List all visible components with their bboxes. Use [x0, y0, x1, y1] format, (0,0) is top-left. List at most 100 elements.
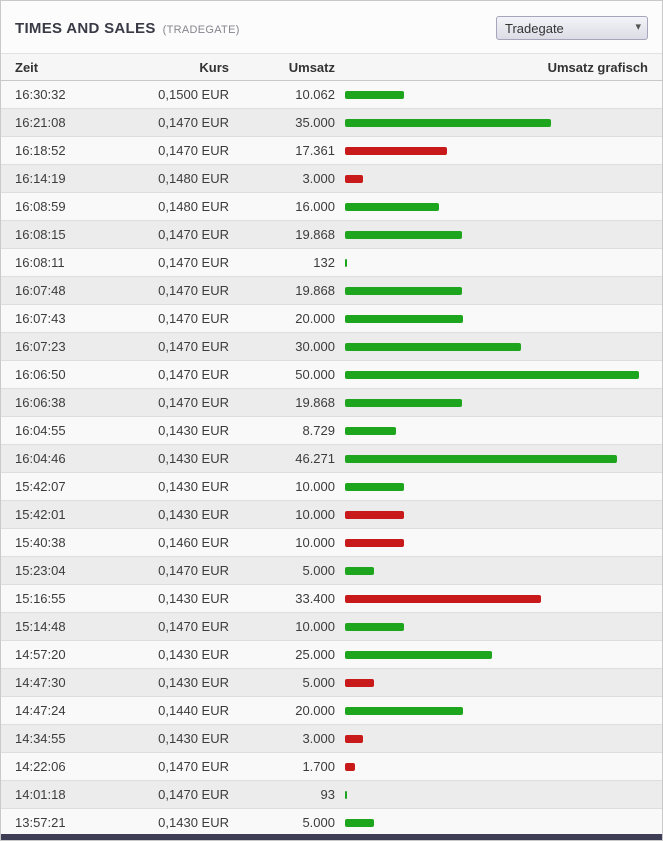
- volume-cell: 1.700: [302, 759, 335, 774]
- volume-bar-cell: [335, 566, 648, 575]
- time-cell: 16:08:15: [15, 227, 66, 242]
- volume-bar-cell: [335, 426, 648, 435]
- exchange-select[interactable]: Tradegate: [496, 16, 648, 40]
- time-cell: 16:07:23: [15, 339, 66, 354]
- time-cell: 14:57:20: [15, 647, 66, 662]
- volume-cell: 10.000: [295, 507, 335, 522]
- volume-cell: 5.000: [302, 563, 335, 578]
- price-cell: 0,1470 EUR: [158, 619, 229, 634]
- price-cell: 0,1430 EUR: [158, 423, 229, 438]
- volume-bar: [345, 594, 541, 603]
- column-header-kurs: Kurs: [199, 59, 229, 75]
- volume-bar: [345, 678, 374, 687]
- volume-bar-cell: [335, 398, 648, 407]
- price-cell: 0,1440 EUR: [158, 703, 229, 718]
- volume-cell: 93: [320, 787, 335, 802]
- price-cell: 0,1430 EUR: [158, 731, 229, 746]
- time-cell: 16:06:50: [15, 367, 66, 382]
- table-row: 14:22:06 0,1470 EUR 1.700: [1, 753, 662, 781]
- volume-bar: [345, 342, 521, 351]
- volume-cell: 3.000: [302, 171, 335, 186]
- volume-cell: 5.000: [302, 675, 335, 690]
- volume-bar-cell: [335, 762, 648, 771]
- table-row: 14:01:18 0,1470 EUR 93: [1, 781, 662, 809]
- volume-cell: 10.000: [295, 535, 335, 550]
- time-cell: 16:08:11: [15, 255, 65, 270]
- volume-bar: [345, 286, 462, 295]
- volume-bar: [345, 230, 462, 239]
- table-row: 14:57:20 0,1430 EUR 25.000: [1, 641, 662, 669]
- volume-bar-cell: [335, 594, 648, 603]
- volume-bar: [345, 90, 404, 99]
- time-cell: 14:01:18: [15, 787, 66, 802]
- table-row: 16:07:43 0,1470 EUR 20.000: [1, 305, 662, 333]
- table-row: 16:04:55 0,1430 EUR 8.729: [1, 417, 662, 445]
- volume-bar-cell: [335, 342, 648, 351]
- footer-strip: [1, 834, 662, 840]
- volume-bar: [345, 482, 404, 491]
- price-cell: 0,1470 EUR: [158, 367, 229, 382]
- column-header-umsatz-grafisch: Umsatz grafisch: [547, 59, 648, 75]
- volume-cell: 35.000: [295, 115, 335, 130]
- volume-bar: [345, 734, 363, 743]
- time-cell: 14:47:30: [15, 675, 66, 690]
- volume-cell: 132: [313, 255, 335, 270]
- volume-bar-cell: [335, 706, 648, 715]
- volume-bar: [345, 398, 462, 407]
- price-cell: 0,1470 EUR: [158, 787, 229, 802]
- table-row: 16:06:50 0,1470 EUR 50.000: [1, 361, 662, 389]
- table-row: 15:42:07 0,1430 EUR 10.000: [1, 473, 662, 501]
- time-cell: 13:57:21: [15, 815, 66, 830]
- volume-bar: [345, 538, 404, 547]
- price-cell: 0,1470 EUR: [158, 311, 229, 326]
- volume-bar: [345, 762, 355, 771]
- volume-bar: [345, 370, 639, 379]
- volume-bar-cell: [335, 202, 648, 211]
- volume-bar-cell: [335, 678, 648, 687]
- volume-bar: [345, 566, 374, 575]
- volume-cell: 50.000: [295, 367, 335, 382]
- volume-bar: [345, 118, 551, 127]
- time-cell: 16:07:43: [15, 311, 66, 326]
- table-row: 15:23:04 0,1470 EUR 5.000: [1, 557, 662, 585]
- volume-bar: [345, 426, 396, 435]
- table-row: 16:04:46 0,1430 EUR 46.271: [1, 445, 662, 473]
- volume-bar: [345, 314, 463, 323]
- volume-bar-cell: [335, 454, 648, 463]
- time-cell: 16:04:46: [15, 451, 66, 466]
- time-cell: 16:30:32: [15, 87, 66, 102]
- price-cell: 0,1470 EUR: [158, 395, 229, 410]
- table-row: 16:08:15 0,1470 EUR 19.868: [1, 221, 662, 249]
- price-cell: 0,1430 EUR: [158, 479, 229, 494]
- price-cell: 0,1470 EUR: [158, 339, 229, 354]
- time-cell: 15:16:55: [15, 591, 66, 606]
- table-row: 16:14:19 0,1480 EUR 3.000: [1, 165, 662, 193]
- price-cell: 0,1470 EUR: [158, 255, 229, 270]
- volume-bar: [345, 818, 374, 827]
- price-cell: 0,1480 EUR: [158, 199, 229, 214]
- price-cell: 0,1430 EUR: [158, 815, 229, 830]
- volume-bar-cell: [335, 482, 648, 491]
- column-header-umsatz: Umsatz: [288, 59, 335, 75]
- volume-cell: 30.000: [295, 339, 335, 354]
- time-cell: 16:08:59: [15, 199, 66, 214]
- exchange-select-wrap: Tradegate ▾: [496, 16, 648, 40]
- volume-cell: 3.000: [302, 731, 335, 746]
- volume-cell: 19.868: [295, 283, 335, 298]
- volume-bar: [345, 258, 347, 267]
- column-header-zeit: Zeit: [15, 59, 39, 75]
- price-cell: 0,1430 EUR: [158, 675, 229, 690]
- volume-bar-cell: [335, 174, 648, 183]
- time-cell: 16:21:08: [15, 115, 66, 130]
- table-row: 13:57:21 0,1430 EUR 5.000: [1, 809, 662, 834]
- table-row: 15:42:01 0,1430 EUR 10.000: [1, 501, 662, 529]
- title-bar: TIMES AND SALES (TRADEGATE) Tradegate ▾: [1, 1, 662, 53]
- price-cell: 0,1460 EUR: [158, 535, 229, 550]
- volume-bar: [345, 622, 404, 631]
- volume-bar-cell: [335, 118, 648, 127]
- time-cell: 16:07:48: [15, 283, 66, 298]
- volume-bar-cell: [335, 370, 648, 379]
- table-row: 15:14:48 0,1470 EUR 10.000: [1, 613, 662, 641]
- volume-cell: 17.361: [295, 143, 335, 158]
